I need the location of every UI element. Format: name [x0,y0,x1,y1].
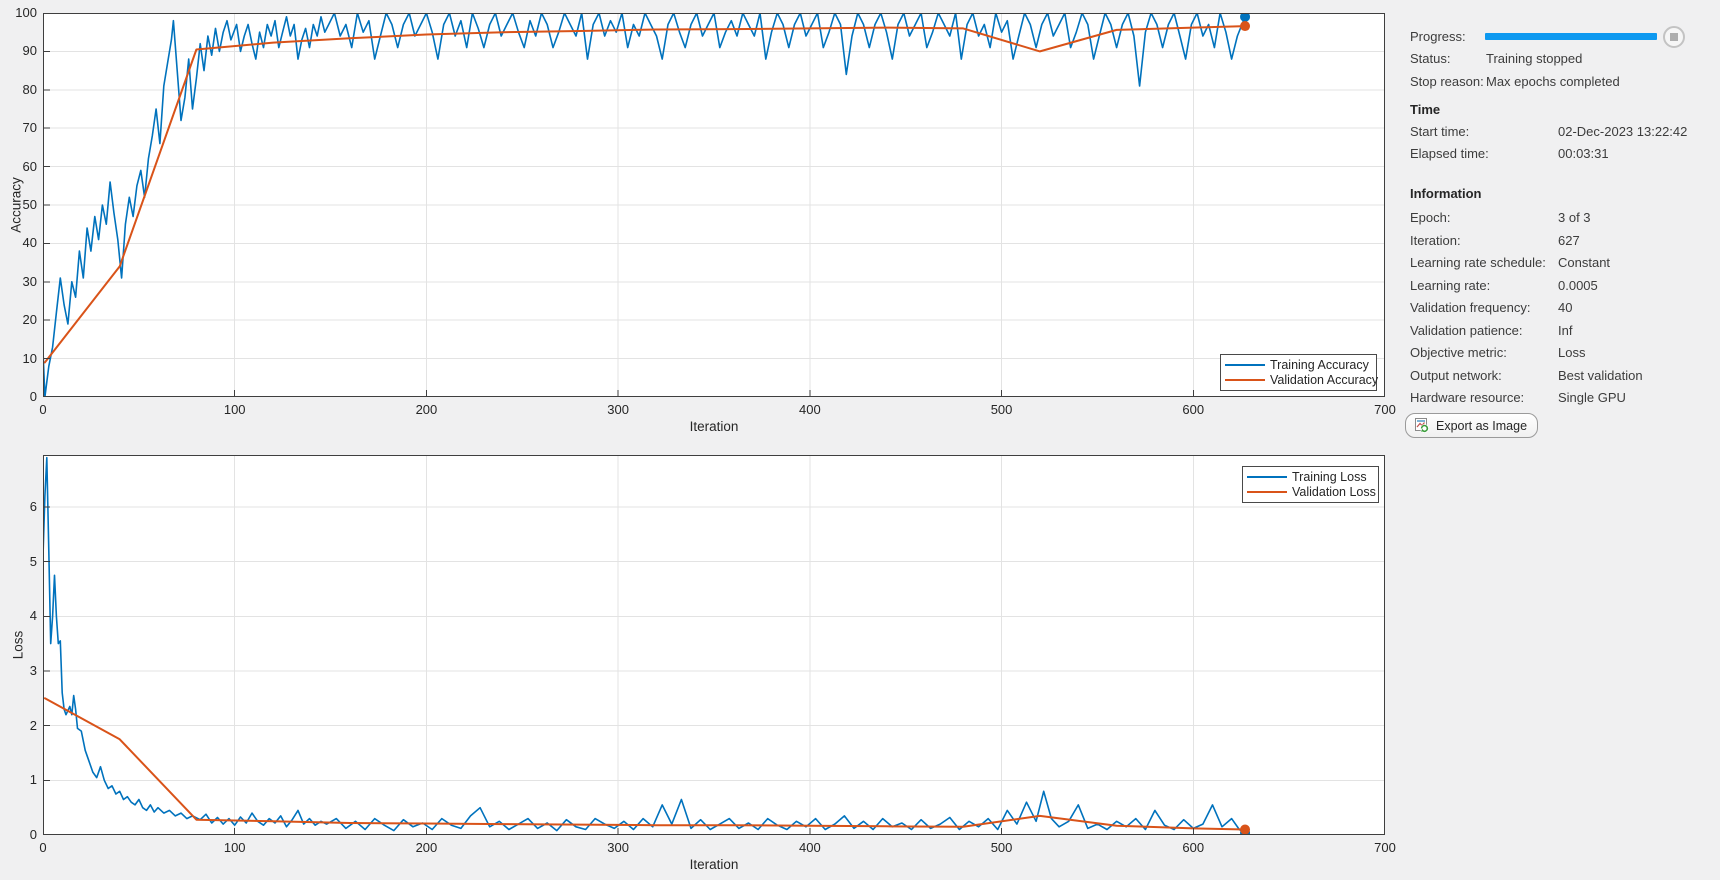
panel-row-value: 0.0005 [1558,277,1598,293]
accuracy-y-tick-label: 10 [22,350,37,366]
training-accuracy-line-sample [1225,363,1265,366]
accuracy-x-tick-label: 300 [607,402,629,417]
panel-row-label: Learning rate: [1410,277,1491,293]
export-as-image-button[interactable]: Export as Image [1405,413,1539,438]
panel-row-label: Objective metric: [1410,345,1507,360]
loss-y-tick-label: 2 [29,717,37,733]
progress-label: Progress: [1410,29,1466,44]
validation-loss-line-sample [1247,491,1287,494]
panel-row-value: Single GPU [1558,390,1626,405]
loss-x-axis-label: Iteration [689,857,739,872]
panel-row-label: Output network: [1410,367,1502,383]
accuracy-x-axis-label: Iteration [689,419,739,434]
training-loss-legend-label: Training Loss [1292,469,1367,484]
accuracy-y-tick-label: 20 [22,312,37,328]
loss-x-tick-label: 100 [223,840,246,855]
panel-row-value: 40 [1558,300,1573,315]
export-image-icon [1413,417,1430,434]
panel-row-value: Inf [1558,322,1573,338]
loss-x-tick-label: 500 [990,840,1013,855]
loss-legend: Training Loss Validation Loss [1242,466,1379,503]
validation-accuracy-line-sample [1225,379,1265,382]
validation-accuracy-final-marker [1240,21,1251,32]
loss-x-tick-label: 0 [39,840,47,855]
status-value: Training stopped [1486,51,1583,66]
loss-y-tick-label: 1 [29,772,37,788]
accuracy-x-tick-label: 400 [798,402,821,417]
loss-x-tick-label: 400 [798,840,821,855]
panel-row-value: Constant [1558,255,1611,270]
legend-entry-validation-accuracy: Validation Accuracy [1225,373,1378,389]
legend-entry-training-loss: Training Loss [1247,469,1374,485]
validation-accuracy-legend-label: Validation Accuracy [1270,373,1379,388]
time-section-header: Time [1410,102,1441,117]
progress-bar-fill [1485,33,1657,40]
training-accuracy-legend-label: Training Accuracy [1270,357,1369,372]
loss-y-tick-label: 4 [29,608,37,624]
panel-row-label: Hardware resource: [1410,390,1525,405]
panel-row-label: Elapsed time: [1410,146,1489,161]
accuracy-y-tick-label: 50 [22,197,37,212]
export-button-label: Export as Image [1436,418,1528,433]
information-section-header: Information [1410,186,1482,201]
accuracy-x-tick-label: 100 [223,402,246,417]
loss-y-tick-label: 0 [29,827,37,842]
loss-plot-area [43,455,1385,835]
panel-row-value: 00:03:31 [1558,146,1609,161]
training-loss-line-sample [1247,475,1287,478]
panel-row-label: Iteration: [1410,232,1461,248]
loss-y-tick-label: 6 [29,498,37,514]
panel-row-label: Validation patience: [1410,322,1523,338]
legend-entry-validation-loss: Validation Loss [1247,485,1376,501]
accuracy-legend: Training Accuracy Validation Accuracy [1220,354,1378,391]
accuracy-y-tick-label: 100 [15,5,37,20]
accuracy-x-tick-label: 700 [1374,402,1396,417]
stop-reason-label: Stop reason: [1410,74,1484,89]
loss-x-tick-label: 200 [415,840,438,855]
panel-row-label: Learning rate schedule: [1410,255,1546,270]
stop-reason-value: Max epochs completed [1486,74,1620,89]
panel-row-label: Start time: [1410,124,1470,139]
validation-loss-legend-label: Validation Loss [1292,485,1376,500]
loss-x-tick-label: 600 [1182,840,1205,855]
loss-y-tick-label: 3 [29,662,37,678]
progress-bar [1485,33,1657,40]
panel-row-value: 627 [1558,232,1580,248]
loss-chart [43,455,1385,835]
accuracy-chart [43,13,1385,397]
panel-row-value: Best validation [1558,367,1643,383]
accuracy-y-tick-label: 70 [22,120,37,136]
stop-training-button[interactable] [1663,26,1685,48]
stop-icon [1670,33,1678,41]
accuracy-x-tick-label: 200 [415,402,438,417]
loss-y-axis-label: Loss [10,630,26,660]
panel-row-value: 3 of 3 [1558,210,1591,225]
training-accuracy-final-marker [1240,13,1251,22]
accuracy-y-tick-label: 0 [29,389,37,404]
accuracy-y-tick-label: 90 [22,43,37,59]
panel-row-value: 02-Dec-2023 13:22:42 [1558,124,1688,139]
accuracy-y-tick-label: 60 [22,158,37,174]
accuracy-x-tick-label: 500 [990,402,1013,417]
validation-loss-final-marker [1240,824,1251,835]
loss-x-tick-label: 700 [1374,840,1396,855]
legend-entry-training-accuracy: Training Accuracy [1225,357,1372,373]
panel-row-label: Epoch: [1410,210,1451,225]
status-label: Status: [1410,51,1451,66]
loss-x-tick-label: 300 [607,840,629,855]
panel-row-label: Validation frequency: [1410,300,1531,315]
accuracy-y-tick-label: 30 [22,273,37,289]
accuracy-x-tick-label: 0 [39,402,47,417]
panel-row-value: Loss [1558,345,1586,360]
loss-y-tick-label: 5 [29,553,37,569]
accuracy-y-tick-label: 40 [22,235,37,251]
accuracy-x-tick-label: 600 [1182,402,1205,417]
accuracy-y-tick-label: 80 [22,81,37,97]
